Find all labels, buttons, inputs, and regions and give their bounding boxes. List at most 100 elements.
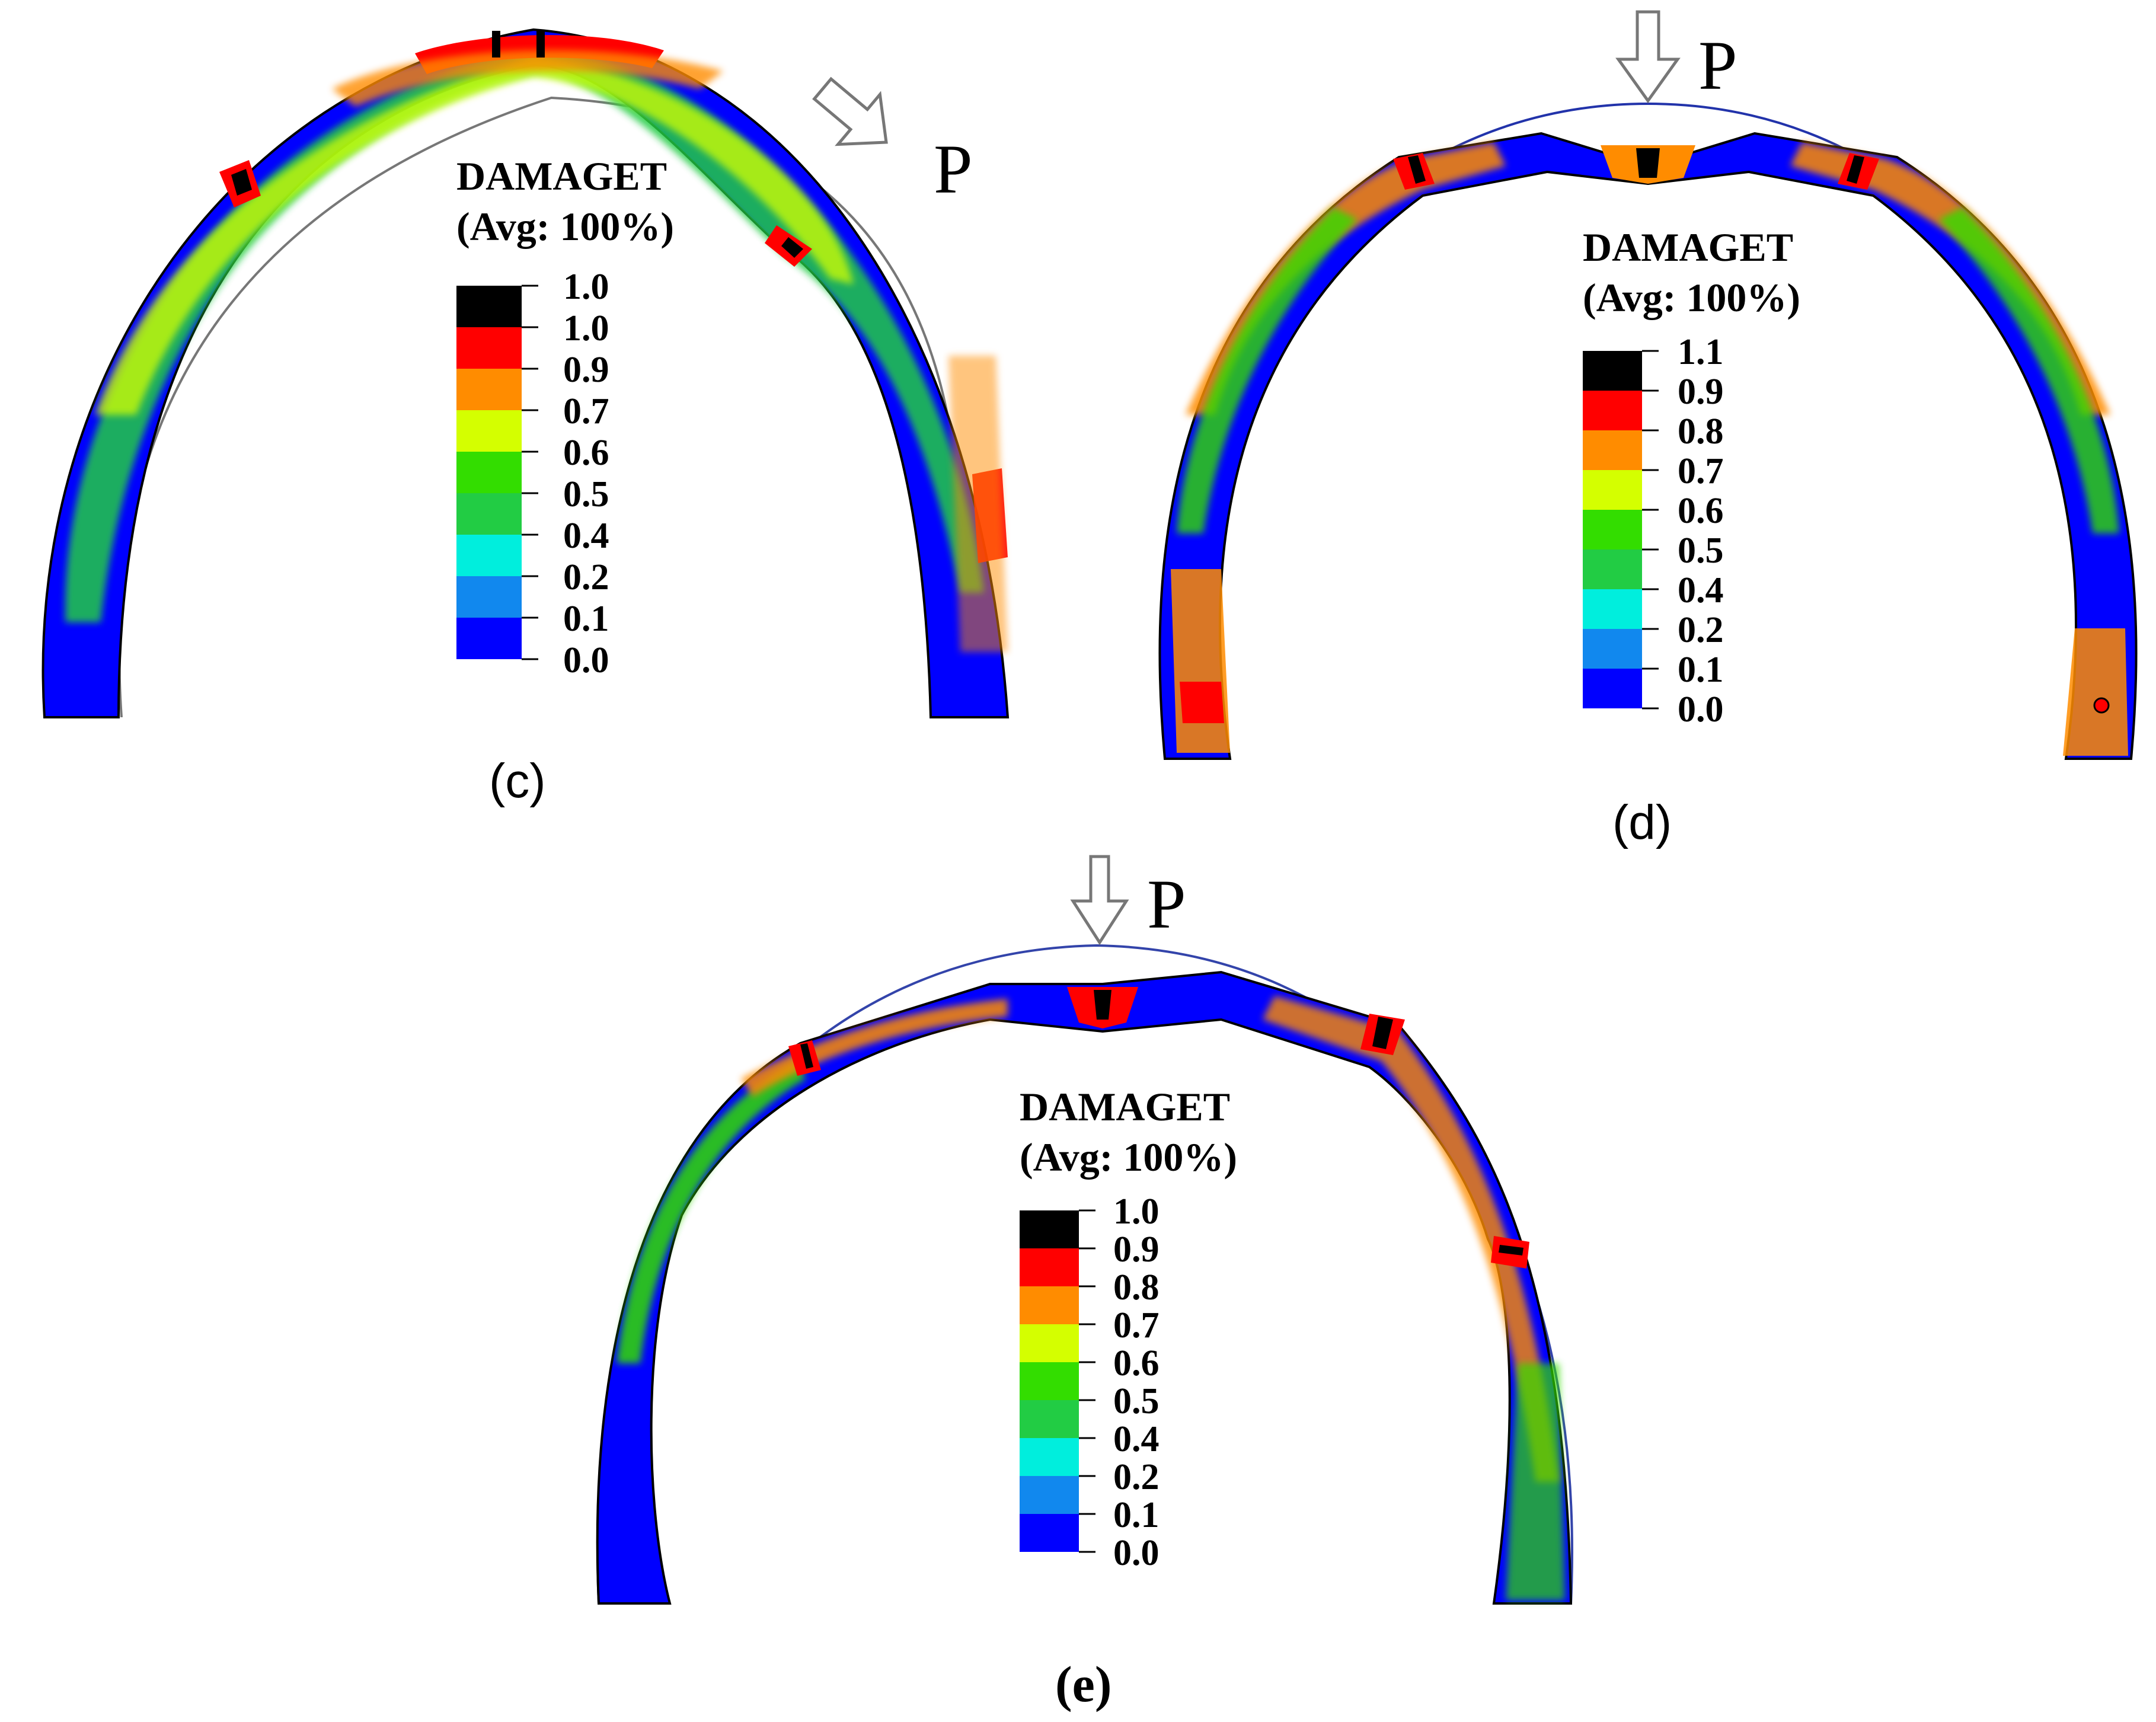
panel-c-legend-swatch-8 [456,618,522,659]
panel-d-right-crack-core [1847,155,1864,184]
panel-e-left-green-band [617,1061,806,1363]
panel-e-legend-tick-label-8: 0.1 [1113,1495,1160,1535]
panel-d-left-footing-damage [1171,569,1230,753]
panel-c-caption: (c) [489,754,546,808]
panel-c-legend-tick-label-1: 1.0 [563,308,609,349]
panel-c-crown-crack-2 [536,31,545,57]
panel-c-legend-tick-label-7: 0.2 [563,557,609,598]
panel-e-legend-tick-label-7: 0.2 [1113,1457,1160,1497]
panel-e-legend-tick-label-1: 0.9 [1113,1229,1160,1270]
panel-c-legend-swatch-3 [456,410,522,452]
panel-c: P DAMAGET (Avg: 100%) 1.01.00.90.70.60.5… [41,28,1010,808]
panel-c-legend-tick-label-9: 0.0 [563,640,609,681]
panel-d-legend-tick-label-5: 0.5 [1678,531,1724,571]
panel-e-right-shoulder-core [1372,1017,1393,1049]
panel-e-legend-tick-label-5: 0.5 [1113,1381,1160,1421]
panel-e-legend-title: DAMAGET [1020,1084,1230,1129]
panel-c-legend-swatch-0 [456,286,522,327]
panel-d-legend-subtitle: (Avg: 100%) [1583,275,1800,320]
panel-d-legend-swatch-6 [1583,589,1642,629]
panel-d-legend-tick-label-6: 0.4 [1678,570,1724,611]
panel-c-legend-tick-label-8: 0.1 [563,599,609,639]
panel-e-load-label: P [1147,865,1186,943]
panel-e-legend-swatch-0 [1020,1210,1079,1248]
panel-e-legend-swatch-8 [1020,1514,1079,1552]
panel-d-load-label: P [1698,27,1737,104]
panel-c-legend-swatch-7 [456,576,522,618]
panel-d-legend-tick-label-2: 0.8 [1678,411,1724,452]
panel-e-crown-core [1094,990,1111,1020]
panel-d-legend-swatch-3 [1583,470,1642,510]
panel-e-left-crack-core [800,1043,813,1069]
panel-c-legend-swatch-5 [456,493,522,535]
panel-d-legend-tick-label-4: 0.6 [1678,491,1724,531]
panel-e-lining [596,970,1573,1605]
panel-c-legend-swatch-6 [456,535,522,576]
panel-e-legend-swatch-1 [1020,1248,1079,1286]
panel-d-legend-swatch-4 [1583,510,1642,549]
panel-e-legend-swatch-5 [1020,1400,1079,1438]
panel-d-right-footing-damage [2063,628,2128,756]
panel-d-legend-swatch-0 [1583,351,1642,391]
panel-d-left-footing-red [1180,682,1224,723]
panel-d-left-green-band [1177,207,1358,533]
panel-c-legend-subtitle: (Avg: 100%) [456,204,674,249]
panel-e-legend-swatch-4 [1020,1362,1079,1400]
panel-e-legend-tick-label-3: 0.7 [1113,1305,1160,1346]
panel-e-load-arrow [1070,855,1129,945]
panel-d-legend-tick-label-0: 1.1 [1678,332,1724,372]
panel-d-legend-tick-label-9: 0.0 [1678,689,1724,730]
panel-c-crown-crack-1 [492,31,500,57]
panel-d-legend-title: DAMAGET [1583,225,1793,270]
panel-d-caption: (d) [1612,795,1672,849]
panel-e-legend-swatch-7 [1020,1476,1079,1514]
panel-e-legend-tick-label-6: 0.4 [1113,1419,1160,1459]
panel-e-legend-tick-label-0: 1.0 [1113,1191,1160,1232]
panel-d-crown-core [1636,148,1660,178]
panel-c-legend-title: DAMAGET [456,154,667,199]
panel-e-right-wall-core [1499,1245,1523,1255]
panel-c-legend-swatch-1 [456,327,522,369]
panel-d-legend-tick-label-8: 0.1 [1678,650,1724,690]
panel-e-legend-tick-label-4: 0.6 [1113,1343,1160,1384]
panel-d-right-green-band [1938,207,2119,533]
panel-e-legend-tick-label-2: 0.8 [1113,1267,1160,1308]
panel-d: P DAMAGET (Avg: 100%) 1.10.90.80.70.60.5… [1158,10,2138,849]
panel-d-legend-swatch-2 [1583,430,1642,470]
panel-d-legend-tick-label-7: 0.2 [1678,610,1724,650]
panel-c-crown-orange [332,50,723,107]
panel-c-legend-tick-label-6: 0.4 [563,516,609,556]
panel-e-legend-swatch-2 [1020,1286,1079,1324]
panel-c-legend-tick-label-0: 1.0 [563,267,609,307]
panel-e-legend-tick-label-9: 0.0 [1113,1533,1160,1573]
panel-e-caption-letter: e [1072,1656,1095,1713]
panel-d-legend-swatch-7 [1583,629,1642,669]
panel-c-load-label: P [934,130,973,208]
panel-c-lining-yellow-band [95,56,854,415]
panel-d-legend-swatch-5 [1583,549,1642,589]
panel-c-legend: DAMAGET (Avg: 100%) 1.01.00.90.70.60.50.… [456,154,674,681]
panel-d-right-footing-spot [2093,697,2110,714]
panel-e-undeformed-outline [596,944,1573,1604]
panel-d-legend-swatch-1 [1583,391,1642,430]
panel-d-load-arrow [1615,10,1681,104]
panel-c-legend-tick-label-4: 0.6 [563,433,609,473]
panel-c-legend-swatch-2 [456,369,522,410]
panel-d-left-crack-core [1408,155,1426,184]
panel-e-left-orange-band [741,999,1008,1097]
panel-c-load-arrow [812,76,888,146]
panel-d-legend-swatch-8 [1583,669,1642,708]
panel-d-legend: DAMAGET (Avg: 100%) 1.10.90.80.70.60.50.… [1583,225,1800,730]
panel-e-right-green-band [1506,1363,1565,1600]
panel-e-legend-swatch-6 [1020,1438,1079,1476]
panel-c-right-wall-orange [948,356,1008,652]
panel-e-legend-swatch-3 [1020,1324,1079,1362]
panel-c-legend-swatch-4 [456,452,522,493]
panel-c-legend-tick-label-3: 0.7 [563,391,609,432]
panel-c-right-crack-core [781,237,803,258]
panel-e: P DAMAGET (Avg: 100%) 1.00.90.80.70.60.5… [596,855,1573,1713]
panel-e-legend-subtitle: (Avg: 100%) [1020,1135,1237,1180]
panel-d-legend-tick-label-1: 0.9 [1678,372,1724,412]
panel-d-legend-tick-label-3: 0.7 [1678,451,1724,491]
